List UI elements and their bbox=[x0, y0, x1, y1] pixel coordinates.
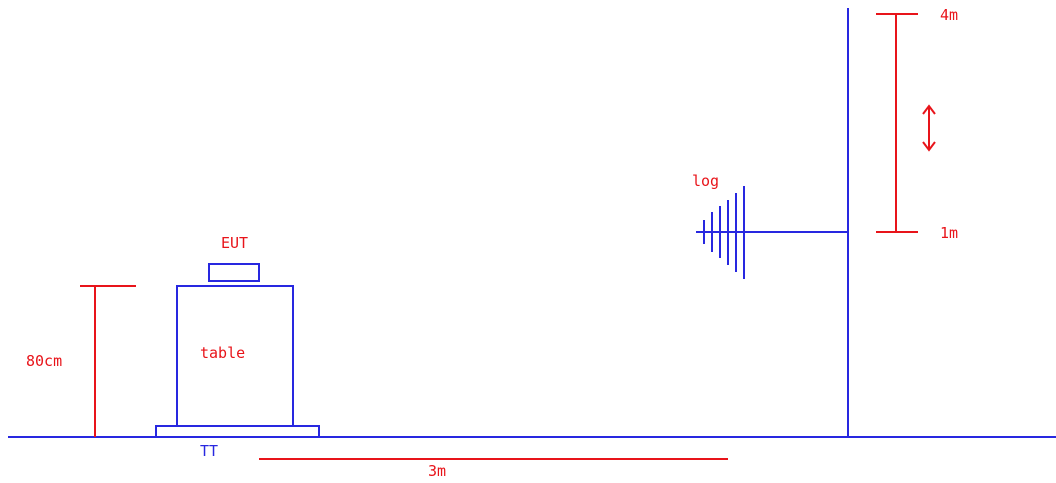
height-scan-range bbox=[876, 13, 918, 233]
log-periodic-antenna bbox=[703, 186, 745, 279]
table-height-dimension bbox=[80, 285, 136, 437]
turntable-label: TT bbox=[200, 442, 218, 460]
distance-label: 3m bbox=[428, 462, 446, 480]
table-height-label: 80cm bbox=[26, 352, 62, 370]
antenna-type-label: log bbox=[692, 172, 719, 190]
table-label: table bbox=[200, 344, 245, 362]
max-height-label: 4m bbox=[940, 6, 958, 24]
eut-label: EUT bbox=[221, 234, 248, 252]
min-height-label: 1m bbox=[940, 224, 958, 242]
turntable bbox=[155, 425, 320, 438]
double-arrow-vertical-icon bbox=[922, 104, 936, 152]
eut-box bbox=[208, 263, 260, 282]
